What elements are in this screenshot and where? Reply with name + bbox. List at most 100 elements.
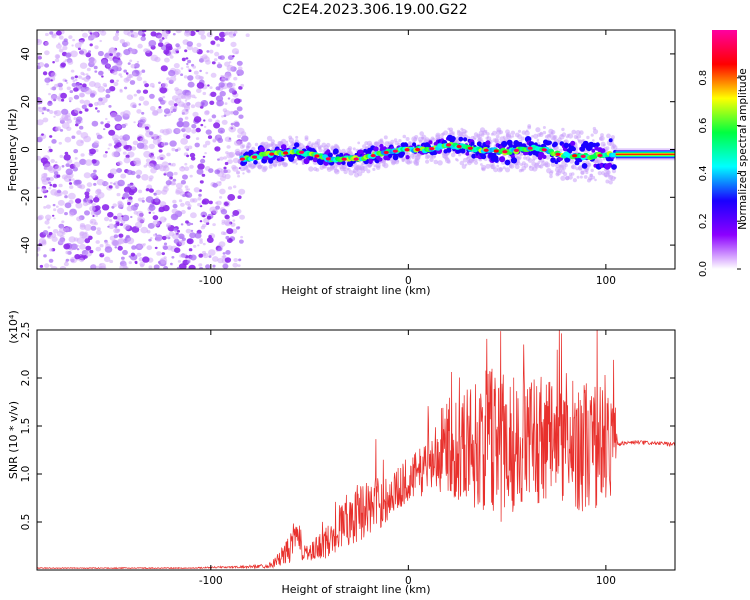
signal-dot xyxy=(327,152,333,158)
noise-blob xyxy=(192,111,199,118)
noise-blob xyxy=(72,79,76,83)
noise-blob xyxy=(64,212,68,216)
noise-blob xyxy=(158,154,166,161)
signal-dot xyxy=(550,157,556,163)
signal-dot xyxy=(547,140,553,145)
noise-blob xyxy=(217,62,221,65)
signal-halo-dot xyxy=(383,135,388,140)
noise-blob xyxy=(123,223,131,230)
noise-blob xyxy=(158,206,165,213)
signal-halo-dot xyxy=(253,165,256,169)
y-tick-label: 2.5 xyxy=(20,322,32,339)
noise-blob xyxy=(186,260,191,264)
noise-blob xyxy=(241,135,249,142)
noise-blob xyxy=(217,247,223,252)
noise-blob xyxy=(205,71,209,75)
noise-blob xyxy=(200,211,208,218)
noise-blob xyxy=(122,249,128,256)
noise-blob xyxy=(73,149,79,154)
noise-blob xyxy=(128,261,132,265)
noise-blob xyxy=(196,82,205,89)
noise-blob xyxy=(68,178,72,182)
signal-halo-dot xyxy=(443,130,449,136)
noise-blob xyxy=(219,90,226,97)
noise-blob xyxy=(220,74,224,78)
noise-blob xyxy=(232,219,236,222)
noise-blob xyxy=(219,181,222,184)
signal-dot xyxy=(341,160,346,165)
noise-blob xyxy=(89,93,96,98)
noise-blob xyxy=(233,30,238,34)
noise-blob xyxy=(95,246,102,252)
noise-blob xyxy=(49,110,54,114)
colorbar-tick-label: 0.8 xyxy=(698,70,709,86)
y-tick-label: 0 xyxy=(20,146,32,153)
noise-blob xyxy=(104,181,109,186)
noise-blob xyxy=(52,229,59,234)
noise-blob xyxy=(78,75,82,79)
noise-blob xyxy=(53,208,57,212)
signal-halo-dot xyxy=(295,135,299,139)
noise-blob xyxy=(237,195,242,199)
signal-peak xyxy=(314,154,320,158)
noise-blob xyxy=(61,108,69,115)
noise-blob xyxy=(59,265,67,269)
noise-blob xyxy=(138,103,142,106)
noise-blob xyxy=(228,31,233,35)
colorbar-tick-label: 0.0 xyxy=(698,261,709,277)
signal-peak xyxy=(513,148,520,152)
noise-blob xyxy=(237,174,241,178)
signal-tail-band xyxy=(615,153,675,155)
noise-blob xyxy=(193,116,202,123)
noise-blob xyxy=(107,211,114,218)
signal-peak xyxy=(404,148,410,152)
noise-blob xyxy=(170,262,173,265)
noise-blob xyxy=(226,145,231,149)
signal-dot xyxy=(333,148,339,155)
noise-blob xyxy=(91,159,97,164)
noise-blob xyxy=(185,92,192,98)
noise-blob xyxy=(105,88,111,94)
noise-blob xyxy=(201,173,206,177)
signal-halo-dot xyxy=(577,134,582,139)
noise-blob xyxy=(165,46,172,51)
noise-blob xyxy=(188,264,196,269)
noise-blob xyxy=(175,43,180,48)
signal-halo-dot xyxy=(597,171,602,176)
noise-blob xyxy=(102,154,108,158)
noise-blob xyxy=(184,185,189,189)
noise-blob xyxy=(159,201,167,207)
noise-blob xyxy=(107,225,110,228)
noise-blob xyxy=(143,100,150,106)
signal-halo-dot xyxy=(459,160,465,166)
noise-blob xyxy=(152,215,159,221)
noise-blob xyxy=(180,223,184,226)
noise-blob xyxy=(139,261,145,267)
signal-halo-dot xyxy=(273,163,277,168)
noise-blob xyxy=(216,134,221,138)
noise-blob xyxy=(103,128,106,131)
noise-blob xyxy=(219,188,226,195)
noise-blob xyxy=(119,88,123,92)
noise-blob xyxy=(145,48,151,53)
noise-blob xyxy=(58,82,61,85)
noise-blob xyxy=(186,65,190,69)
signal-halo-dot xyxy=(472,158,476,162)
noise-blob xyxy=(226,228,234,235)
noise-blob xyxy=(81,77,85,80)
signal-halo-dot xyxy=(266,135,273,142)
noise-blob xyxy=(185,220,189,224)
y-tick-label: 20 xyxy=(20,95,32,108)
signal-dot xyxy=(481,154,487,160)
noise-blob xyxy=(196,88,202,94)
signal-halo-dot xyxy=(245,164,248,168)
signal-peak xyxy=(370,154,376,158)
signal-halo-dot xyxy=(525,129,529,133)
noise-blob xyxy=(60,62,66,68)
noise-blob xyxy=(189,254,197,261)
noise-blob xyxy=(93,182,97,186)
signal-halo-dot xyxy=(498,130,504,135)
noise-blob xyxy=(209,100,215,106)
noise-blob xyxy=(195,30,200,33)
noise-blob xyxy=(142,30,147,33)
